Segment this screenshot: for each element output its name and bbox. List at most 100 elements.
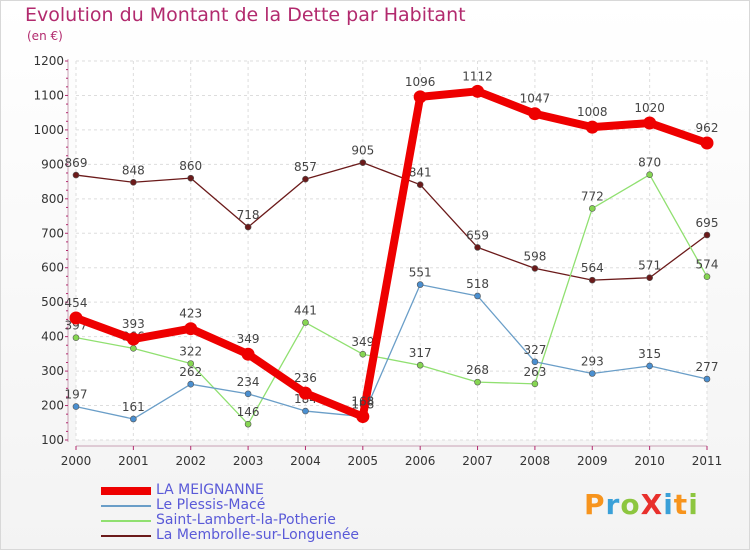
data-label: 317 (409, 346, 432, 360)
x-tick-label: 2007 (462, 454, 493, 468)
y-tick-label: 1100 (33, 88, 64, 102)
series-line-la-membrolle-sur-longuen-e (75, 161, 708, 281)
data-point (359, 350, 367, 358)
logo-letter: X (640, 488, 664, 521)
data-point (302, 175, 309, 183)
y-tick-label: 900 (41, 157, 64, 171)
data-point (244, 420, 252, 428)
logo-letter: o (620, 488, 641, 521)
data-label: 236 (294, 371, 317, 385)
data-point (474, 292, 481, 300)
data-point (471, 84, 485, 98)
data-label: 327 (523, 343, 546, 357)
data-label: 1096 (405, 75, 436, 89)
data-point (302, 319, 309, 326)
data-label: 322 (179, 345, 202, 359)
logo-letter: i (663, 488, 674, 521)
y-tick-label: 1000 (33, 123, 64, 137)
data-point (356, 410, 370, 424)
data-point (130, 415, 137, 423)
y-tick-label: 100 (41, 433, 64, 447)
data-point (416, 361, 424, 369)
data-label: 146 (237, 405, 260, 419)
data-point (72, 334, 80, 341)
data-point (184, 322, 198, 336)
data-label: 860 (179, 159, 202, 173)
data-point (244, 223, 252, 231)
data-point (298, 386, 312, 400)
series-line-saint-lambert-la-potherie (75, 174, 708, 425)
data-label: 772 (581, 189, 604, 203)
data-point (646, 362, 653, 370)
data-point (588, 205, 596, 212)
data-label: 841 (409, 166, 432, 180)
y-tick-label: 300 (41, 364, 64, 378)
legend-label: La Membrolle-sur-Longuenée (156, 527, 360, 543)
x-tick-label: 2003 (233, 454, 264, 468)
data-point (416, 281, 424, 288)
data-label: 293 (581, 355, 604, 369)
data-label: 315 (638, 347, 661, 361)
legend-label: Saint-Lambert-la-Potherie (156, 512, 336, 528)
data-label: 277 (696, 360, 719, 374)
x-tick-label: 2011 (692, 454, 723, 468)
data-label: 718 (237, 208, 260, 222)
data-point (416, 181, 424, 188)
data-label: 423 (179, 307, 202, 321)
data-label: 1020 (634, 101, 665, 115)
data-label: 393 (122, 317, 145, 331)
proxiti-logo: ProXiti (584, 488, 699, 521)
x-tick-label: 2009 (577, 454, 608, 468)
data-point (703, 273, 711, 280)
x-tick-label: 2008 (520, 454, 551, 468)
y-tick-label: 500 (41, 295, 64, 309)
data-point (528, 107, 542, 121)
data-label: 571 (638, 259, 661, 273)
data-label: 454 (65, 296, 88, 310)
series-line-la-meignanne (72, 87, 711, 421)
data-point (643, 116, 657, 130)
data-label: 263 (523, 365, 546, 379)
data-point (72, 171, 80, 179)
data-point (130, 178, 137, 186)
data-point (588, 276, 596, 284)
data-label: 234 (237, 375, 260, 389)
y-tick-label: 200 (41, 399, 64, 413)
y-tick-label: 1200 (33, 54, 64, 68)
data-label: 197 (65, 388, 88, 402)
data-point (187, 380, 195, 388)
data-label: 870 (638, 156, 661, 170)
data-label: 268 (466, 363, 489, 377)
logo-letter: t (673, 488, 689, 521)
data-point (646, 171, 653, 178)
data-label: 905 (351, 144, 374, 158)
data-label: 857 (294, 160, 317, 174)
data-point (703, 375, 711, 383)
data-label: 349 (237, 332, 260, 346)
logo-letter: r (605, 488, 621, 521)
y-tick-label: 600 (41, 261, 64, 275)
legend-swatch (101, 487, 151, 495)
data-point (703, 231, 711, 239)
unit-label: (en €) (27, 29, 63, 43)
data-label: 1047 (520, 92, 551, 106)
data-point (585, 120, 599, 134)
data-label: 598 (523, 249, 546, 263)
data-point (474, 244, 481, 251)
data-label: 262 (179, 365, 202, 379)
data-point (531, 380, 539, 388)
series-line-le-plessis-mac- (75, 283, 708, 420)
data-label: 1112 (462, 69, 493, 83)
logo-letter: P (584, 488, 606, 521)
data-point (187, 360, 195, 367)
data-label: 869 (65, 156, 88, 170)
x-tick-label: 2004 (290, 454, 321, 468)
data-label: 168 (351, 395, 374, 409)
data-point (531, 358, 539, 366)
data-point (130, 345, 137, 352)
y-tick-label: 800 (41, 192, 64, 206)
data-point (413, 90, 427, 104)
legend-swatch (101, 535, 151, 537)
legend-label: Le Plessis-Macé (156, 497, 266, 513)
